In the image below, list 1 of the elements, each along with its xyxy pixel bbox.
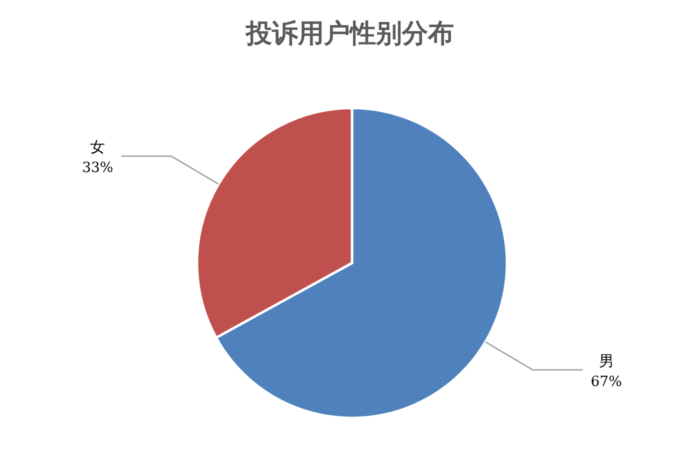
- title: 投诉用户性别分布: [246, 19, 454, 49]
